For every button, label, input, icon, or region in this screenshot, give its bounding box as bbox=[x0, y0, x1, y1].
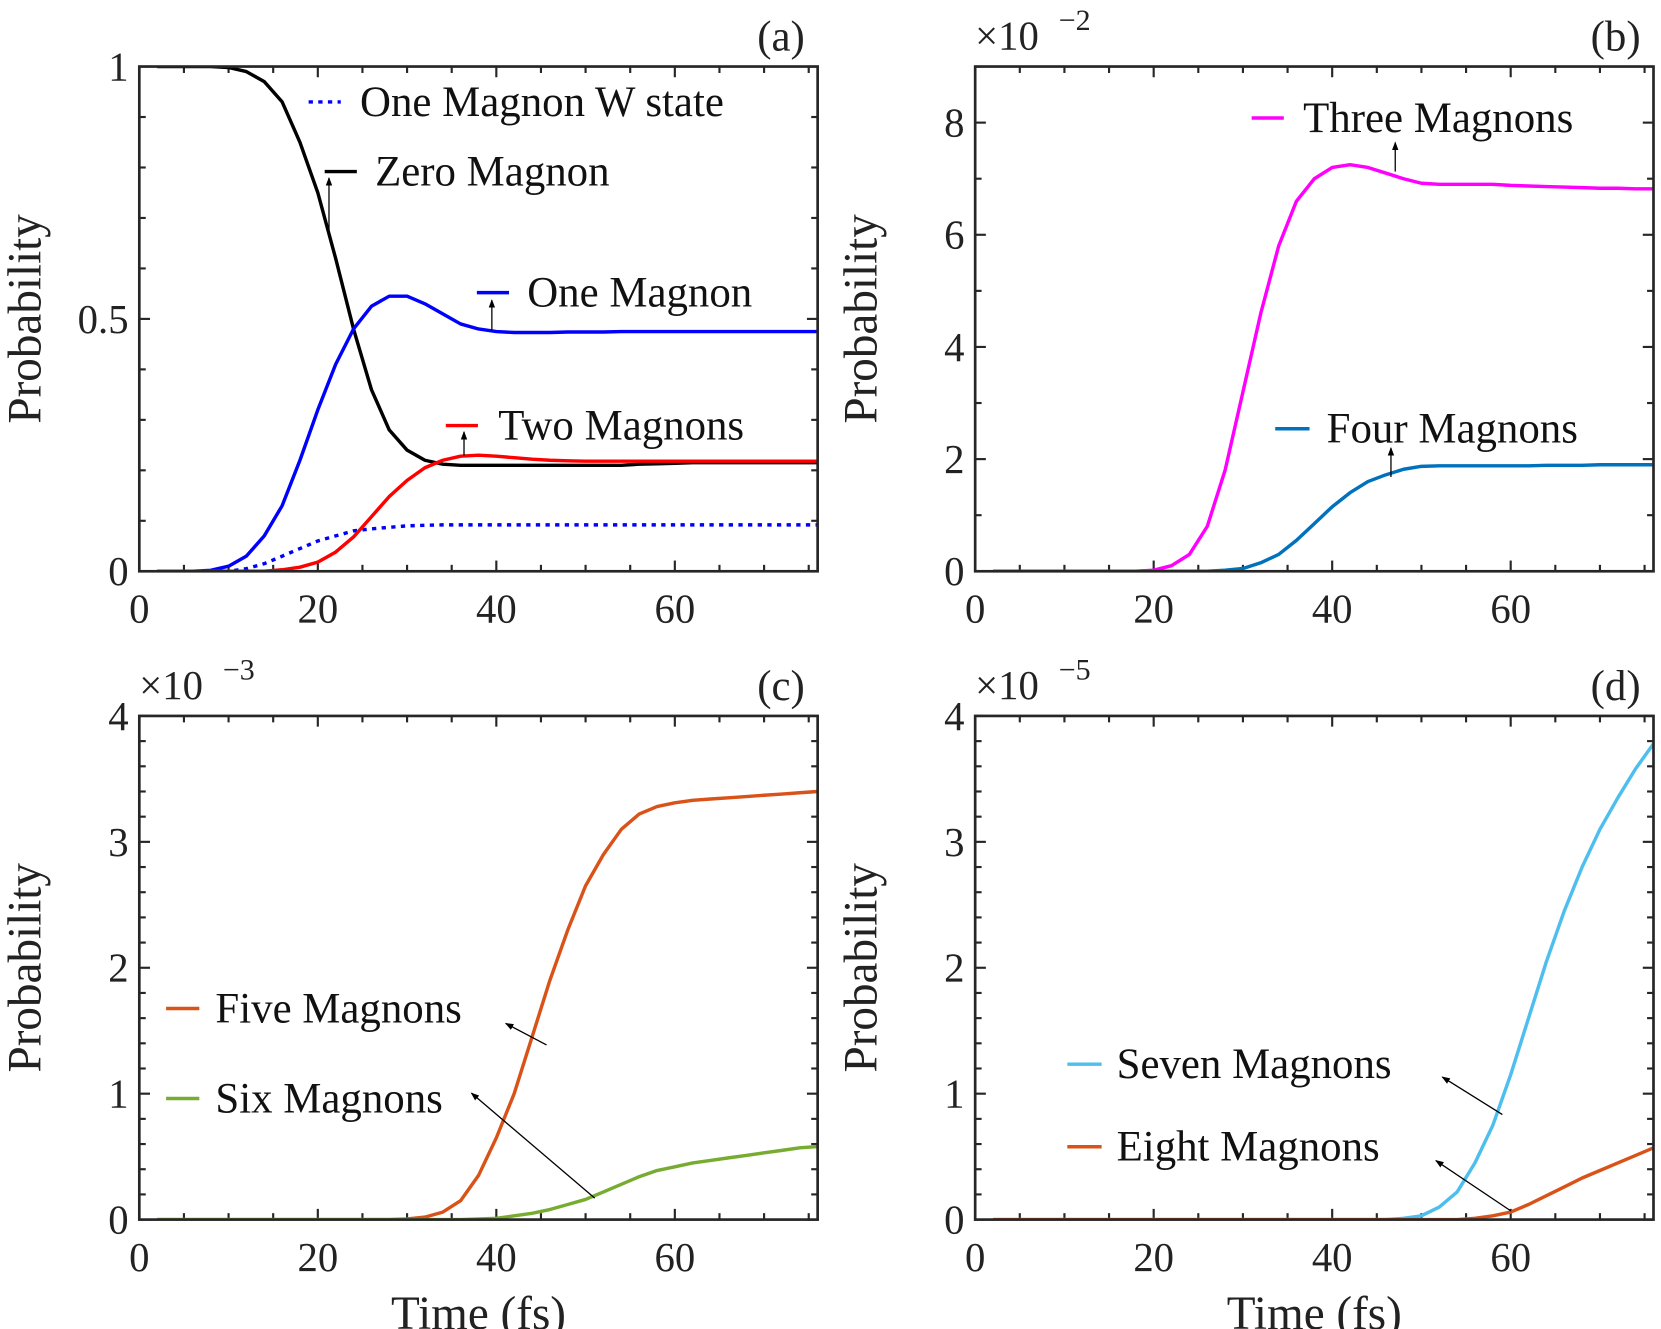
x-tick-label: 20 bbox=[297, 587, 338, 632]
y-tick-label: 0 bbox=[944, 1198, 964, 1243]
panel-label: (b) bbox=[1591, 13, 1641, 60]
x-tick-label: 0 bbox=[129, 587, 149, 632]
y-tick-label: 4 bbox=[944, 325, 964, 370]
x-tick-label: 20 bbox=[297, 1235, 338, 1280]
x-tick-label: 60 bbox=[1490, 1235, 1531, 1280]
series-line-seven-magnons bbox=[993, 742, 1654, 1220]
series-line-one-magnon bbox=[157, 294, 818, 572]
axes-frame bbox=[137, 65, 819, 573]
axes-frame bbox=[973, 714, 1655, 1221]
x-tick-label: 0 bbox=[129, 1235, 149, 1280]
x-tick-label: 20 bbox=[1133, 1235, 1174, 1280]
x-tick-label: 40 bbox=[1312, 1235, 1353, 1280]
y-tick-label: 2 bbox=[944, 946, 964, 991]
legend-label: Three Magnons bbox=[1303, 95, 1573, 142]
annotation-arrow bbox=[470, 1092, 596, 1199]
y-exponent: −5 bbox=[1059, 654, 1091, 687]
x-tick-label: 40 bbox=[476, 1235, 517, 1280]
x-tick-label: 0 bbox=[965, 1235, 985, 1280]
series-line-four-magnons bbox=[993, 463, 1654, 572]
annotation-arrow bbox=[1435, 1160, 1512, 1212]
y-multiplier: ×10 bbox=[139, 663, 203, 708]
series-line-eight-magnons bbox=[993, 1146, 1654, 1220]
legend-label: Six Magnons bbox=[215, 1075, 442, 1122]
y-tick-label: 2 bbox=[944, 437, 964, 482]
annotation-arrow bbox=[1441, 1076, 1503, 1116]
y-tick-label: 0 bbox=[108, 1198, 128, 1243]
y-tick-label: 6 bbox=[944, 213, 964, 258]
y-tick-label: 0.5 bbox=[78, 297, 129, 342]
annotation-arrow bbox=[504, 1022, 547, 1046]
y-axis-label: Probability bbox=[0, 214, 52, 424]
legend-label: Seven Magnons bbox=[1117, 1041, 1392, 1088]
x-tick-label: 40 bbox=[1312, 587, 1353, 632]
panel-label: (a) bbox=[757, 13, 805, 60]
y-multiplier: ×10 bbox=[975, 663, 1039, 708]
legend-label: One Magnon bbox=[527, 270, 752, 317]
panel-label: (d) bbox=[1591, 663, 1641, 710]
y-exponent: −2 bbox=[1059, 4, 1091, 37]
y-tick-label: 4 bbox=[944, 694, 964, 739]
x-tick-label: 20 bbox=[1133, 587, 1174, 632]
y-tick-label: 2 bbox=[108, 946, 128, 991]
y-tick-label: 1 bbox=[944, 1072, 964, 1117]
series-line-five-magnons bbox=[157, 789, 818, 1220]
legend-label: Eight Magnons bbox=[1117, 1124, 1380, 1171]
y-tick-label: 3 bbox=[108, 820, 128, 865]
panel-label: (c) bbox=[757, 663, 805, 710]
y-tick-label: 0 bbox=[108, 549, 128, 594]
legend-label: Two Magnons bbox=[498, 402, 744, 449]
panel-a: 0 20 40 60 0 0.5 1 Probability (a) One Magnon W s… bbox=[0, 13, 819, 632]
y-axis-label: Probability bbox=[836, 863, 888, 1073]
legend-label: Zero Magnon bbox=[375, 148, 609, 195]
panel-d: 0 20 40 60 0 1 2 3 4 Probability Time (fs) (d) ×10 −5… bbox=[836, 654, 1655, 1329]
legend-label: One Magnon W state bbox=[360, 79, 724, 126]
y-tick-label: 1 bbox=[108, 1072, 128, 1117]
axes-frame bbox=[973, 65, 1655, 573]
y-multiplier: ×10 bbox=[975, 13, 1039, 58]
series-line-two-magnons bbox=[157, 453, 818, 572]
axes-frame bbox=[137, 714, 819, 1221]
y-tick-label: 8 bbox=[944, 101, 964, 146]
x-axis-label: Time (fs) bbox=[1227, 1288, 1402, 1329]
legend-label: Four Magnons bbox=[1327, 406, 1578, 453]
x-axis-label: Time (fs) bbox=[391, 1288, 566, 1329]
series-line-three-magnons bbox=[993, 162, 1654, 572]
x-tick-label: 60 bbox=[654, 587, 695, 632]
y-tick-label: 3 bbox=[944, 820, 964, 865]
y-tick-label: 1 bbox=[108, 44, 128, 89]
y-axis-label: Probability bbox=[0, 863, 52, 1073]
y-exponent: −3 bbox=[223, 654, 255, 687]
panel-b: 0 20 40 60 0 2 4 6 8 Probability (b) ×10 −2 Three Mag… bbox=[836, 4, 1655, 632]
y-tick-label: 0 bbox=[944, 549, 964, 594]
x-tick-label: 0 bbox=[965, 587, 985, 632]
x-tick-label: 40 bbox=[476, 587, 517, 632]
y-axis-label: Probability bbox=[836, 214, 888, 424]
x-tick-label: 60 bbox=[1490, 587, 1531, 632]
x-tick-label: 60 bbox=[654, 1235, 695, 1280]
panel-c: 0 20 40 60 0 1 2 3 4 Probability Time (fs) (c) ×10 −3… bbox=[0, 654, 819, 1329]
legend-label: Five Magnons bbox=[215, 985, 461, 1032]
series-line-one-magnon-w-state bbox=[157, 523, 818, 572]
y-tick-label: 4 bbox=[108, 694, 128, 739]
